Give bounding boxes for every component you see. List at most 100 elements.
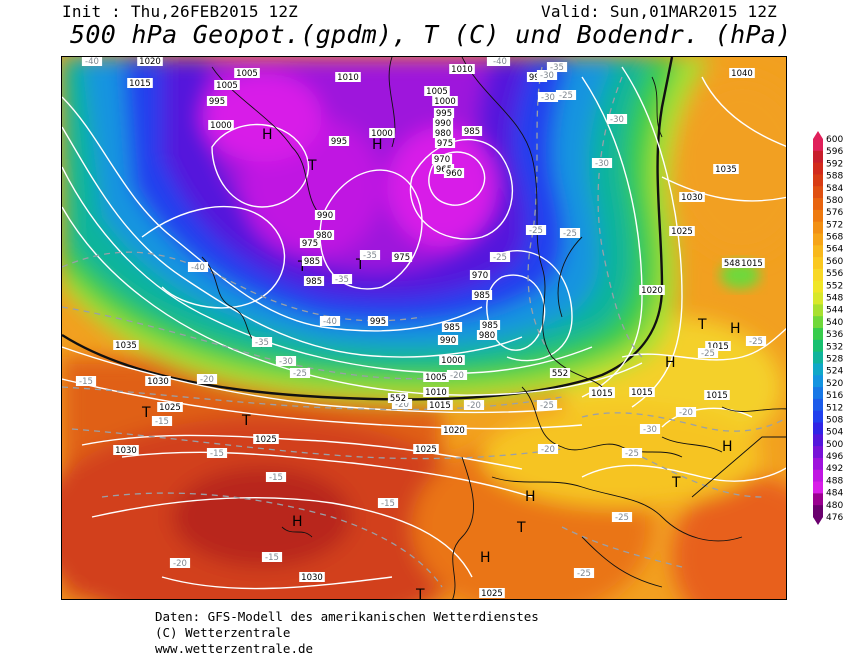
temperature-label-box [275, 356, 297, 366]
temperature-label: -20 [467, 401, 481, 411]
pressure-label-box [137, 57, 163, 66]
colorbar-label: 560 [826, 257, 843, 267]
low-marker: T [697, 317, 707, 333]
high-marker: H [262, 127, 273, 143]
colorbar-label: 520 [826, 379, 843, 389]
pressure-label-box [705, 341, 731, 351]
contour-552-label: 552 [552, 369, 568, 379]
colorbar-swatch [813, 245, 823, 258]
pressure-label-box [729, 68, 755, 78]
colorbar-label: 524 [826, 367, 843, 377]
temperature-label-box [463, 400, 485, 410]
pressure-label-box [127, 78, 153, 88]
pressure-label-box [432, 96, 458, 106]
footer-website[interactable]: www.wetterzentrale.de [155, 641, 314, 656]
colorbar-swatch [813, 446, 823, 459]
pressure-label-box [449, 64, 475, 74]
temperature-label-box [446, 370, 468, 380]
temperature-label: -25 [529, 226, 543, 236]
pressure-label: 1005 [236, 69, 258, 79]
temperature-label: -15 [265, 553, 279, 563]
colorbar-label: 512 [826, 403, 843, 413]
pressure-label-box [206, 96, 228, 106]
temperature-label: -20 [541, 445, 555, 455]
contour-labels: 552 548 552 [387, 258, 743, 404]
pressure-label-box [299, 238, 321, 248]
pressure-label: 985 [444, 323, 460, 333]
temperature-label: -35 [335, 275, 349, 285]
temperature-label: -25 [625, 449, 639, 459]
pressure-label: 1015 [706, 391, 728, 401]
pressure-label-box [335, 72, 361, 82]
temperature-label: -15 [269, 473, 283, 483]
pressure-label: 985 [306, 277, 322, 287]
colorbar-label: 508 [826, 415, 843, 425]
temperature-label: -35 [363, 251, 377, 261]
pressure-label: 970 [472, 271, 488, 281]
colorbar-label: 544 [826, 306, 843, 316]
colorbar-label: 572 [826, 220, 843, 230]
high-marker: H [292, 514, 303, 530]
pressure-label: 1030 [115, 446, 137, 456]
pressure-label: 995 [331, 137, 347, 147]
temperature-label: -25 [493, 253, 507, 263]
temperature-label: -20 [173, 559, 187, 569]
pressure-label-box [431, 154, 453, 164]
temperature-label: -30 [643, 425, 657, 435]
pressure-label-box [439, 355, 465, 365]
high-marker: H [665, 355, 676, 371]
colorbar-swatch [813, 280, 823, 293]
temperature-labels: -40-35-40-35-30-30-30-25-25-30-25-25-35-… [75, 57, 767, 579]
colorbar-swatch [813, 198, 823, 211]
colorbar-label: 528 [826, 354, 843, 364]
pressure-label-box [589, 388, 615, 398]
pressure-label-box [424, 86, 450, 96]
pressure-label-box [208, 120, 234, 130]
pressure-label-box [113, 445, 139, 455]
temperature-label-box [187, 262, 209, 272]
temperature-label: -25 [701, 349, 715, 359]
temperature-label: -40 [191, 263, 205, 273]
pressure-label: 960 [446, 169, 462, 179]
coastlines [201, 57, 786, 599]
colorbar-swatch [813, 292, 823, 305]
temperature-label-box [169, 558, 191, 568]
temperature-label-box [606, 114, 628, 124]
temperature-label-box [621, 448, 643, 458]
pressure-label: 975 [437, 139, 453, 149]
pressure-label: 1020 [139, 57, 161, 67]
pressure-label: 1005 [425, 373, 447, 383]
temperature-label-box [81, 57, 103, 66]
low-marker: T [516, 520, 526, 536]
colorbar-label: 592 [826, 159, 843, 169]
pressure-label: 1020 [641, 286, 663, 296]
high-marker: H [722, 439, 733, 455]
colorbar-swatch [813, 209, 823, 223]
pressure-label: 1030 [681, 193, 703, 203]
colorbar-label: 532 [826, 342, 843, 352]
pressure-label: 1035 [715, 165, 737, 175]
pressure-label-box [434, 138, 456, 148]
pressure-label-box [441, 322, 463, 332]
temperature-label: -25 [563, 229, 577, 239]
low-marker: T [297, 259, 307, 275]
pressure-label: 985 [464, 127, 480, 137]
colorbar-label: 568 [826, 233, 843, 243]
temperature-label-box [196, 374, 218, 384]
pressure-label: 1015 [631, 388, 653, 398]
pressure-label-box [679, 192, 705, 202]
pressure-label-box [313, 230, 335, 240]
contour-552-label: 548 [724, 259, 740, 269]
temperature-label-box [75, 376, 97, 386]
colorbar-swatch [813, 398, 823, 412]
pressure-label: 995 [209, 97, 225, 107]
pressure-label-box [441, 425, 467, 435]
colorbar-swatch [813, 363, 823, 376]
colorbar-swatch [813, 162, 823, 175]
temperature-label-box [319, 316, 341, 326]
init-time: Init : Thu,26FEB2015 12Z [62, 2, 298, 21]
temperature-label: -20 [200, 375, 214, 385]
temperature-label: -20 [395, 400, 409, 410]
pressure-label: 1015 [429, 401, 451, 411]
pressure-label-box [423, 372, 449, 382]
